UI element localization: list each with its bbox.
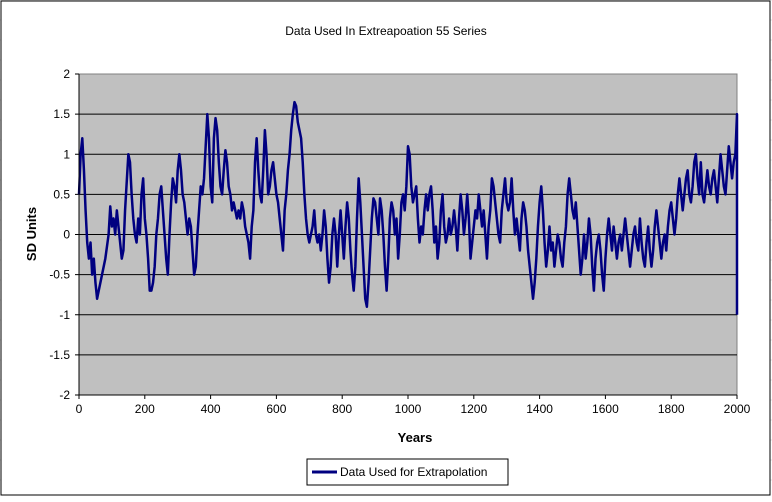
x-tick-label: 1400 (526, 402, 553, 416)
y-tick-label: -1.5 (49, 348, 70, 362)
x-tick-label: 1600 (592, 402, 619, 416)
x-tick-label: 1200 (460, 402, 487, 416)
legend-label: Data Used for Extrapolation (340, 465, 487, 479)
y-tick-label: -1 (59, 308, 70, 322)
y-axis-ticks: 2 1.5 1 0.5 0 -0.5 -1 -1.5 -2 (49, 67, 79, 402)
y-tick-label: -2 (59, 388, 70, 402)
chart-title: Data Used In Extreapoation 55 Series (285, 24, 486, 38)
x-tick-label: 1800 (658, 402, 685, 416)
y-tick-label: 1.5 (53, 107, 70, 121)
x-tick-label: 2000 (724, 402, 751, 416)
x-tick-label: 200 (135, 402, 155, 416)
y-tick-label: 1 (63, 147, 70, 161)
legend-box (306, 458, 509, 486)
series-line-data-used-for-extrapolation (77, 100, 739, 315)
y-tick-label: 2 (63, 67, 70, 81)
x-tick-label: 600 (266, 402, 286, 416)
y-tick-label: -0.5 (49, 268, 70, 282)
legend: Data Used for Extrapolation (306, 458, 509, 486)
y-axis-label: SD Units (24, 207, 39, 261)
x-axis-ticks: 0 200 400 600 800 1000 1200 1400 1600 1800 2000 (76, 395, 751, 416)
x-axis-label: Years (398, 430, 433, 445)
y-tick-label: 0.5 (53, 187, 70, 201)
x-tick-label: 0 (76, 402, 83, 416)
x-tick-label: 1000 (395, 402, 422, 416)
y-tick-label: 0 (63, 228, 70, 242)
x-tick-label: 400 (201, 402, 221, 416)
x-tick-label: 800 (332, 402, 352, 416)
